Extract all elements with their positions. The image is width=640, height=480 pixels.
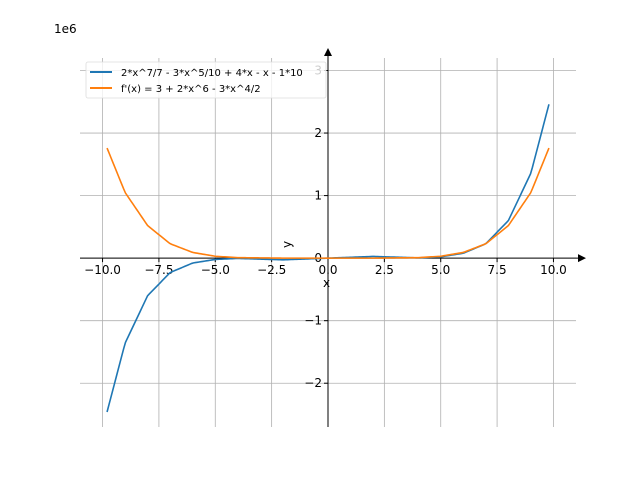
x-axis-arrow	[578, 254, 586, 263]
ticks: −10.0 −7.5 −5.0 −2.5 0.0 2.5 5.0 7.5 10.0−2−1012…	[84, 64, 567, 391]
y-tick-label-1: −1	[304, 314, 322, 328]
x-tick-label-6: 5.0	[431, 263, 450, 277]
y-tick-label-0: −2	[304, 376, 322, 390]
y-axis-label: y	[280, 241, 294, 248]
legend-box	[85, 61, 327, 99]
series-line-2	[106, 147, 550, 259]
x-tick-label-0: −10.0	[84, 263, 121, 277]
axes	[80, 48, 586, 427]
legend-label-series-2: f'(x) = 3 + 2*x^6 - 3*x^4/2	[121, 84, 261, 95]
x-tick-label-8: 10.0	[540, 263, 567, 277]
y-offset-label: 1e6	[54, 22, 77, 36]
x-tick-label-7: 7.5	[488, 263, 507, 277]
legend: 2*x^7/7 - 3*x^5/10 + 4*x - x - 1*10 f'(x…	[85, 61, 327, 99]
legend-label-series-1: 2*x^7/7 - 3*x^5/10 + 4*x - x - 1*10	[121, 68, 303, 79]
x-tick-label-1: −7.5	[144, 263, 173, 277]
x-tick-label-2: −5.0	[201, 263, 230, 277]
x-tick-label-4: 0.0	[318, 263, 337, 277]
y-tick-label-4: 2	[314, 126, 322, 140]
x-axis-label: x	[323, 276, 330, 290]
x-tick-label-5: 2.5	[375, 263, 394, 277]
y-axis-arrow	[324, 48, 332, 56]
y-tick-label-3: 1	[314, 189, 322, 203]
series	[106, 104, 550, 413]
x-tick-label-3: −2.5	[257, 263, 286, 277]
